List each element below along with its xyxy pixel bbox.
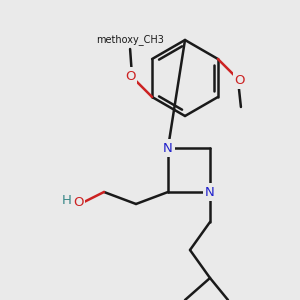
Text: methoxy_CH3: methoxy_CH3 (96, 34, 164, 46)
Text: H: H (62, 194, 72, 206)
Text: N: N (205, 185, 215, 199)
Text: O: O (73, 196, 83, 208)
Text: O: O (235, 74, 245, 86)
Text: N: N (163, 142, 173, 154)
Text: O: O (125, 70, 135, 83)
